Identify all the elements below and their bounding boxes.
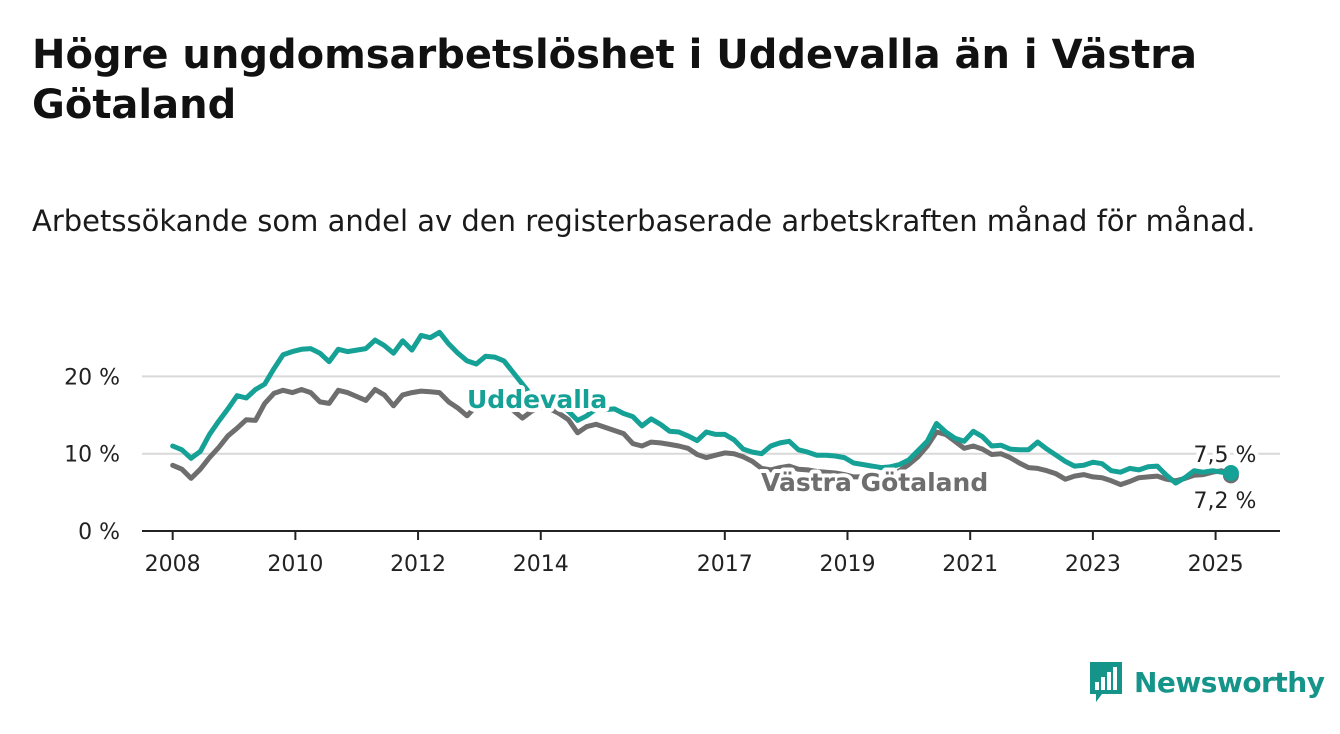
series-label-uddevalla: Uddevalla bbox=[467, 385, 607, 414]
y-axis-tick-labels: 0 % 10 % 20 % bbox=[64, 365, 120, 545]
y-tick-label: 20 % bbox=[64, 365, 120, 390]
x-tick-label: 2008 bbox=[145, 552, 201, 577]
series-lines bbox=[170, 329, 1239, 488]
brand-name: Newsworthy bbox=[1134, 665, 1325, 699]
brand-logo: Newsworthy bbox=[1088, 660, 1325, 704]
y-tick-label: 0 % bbox=[78, 520, 120, 545]
x-tick-label: 2021 bbox=[942, 552, 998, 577]
x-tick-label: 2012 bbox=[390, 552, 446, 577]
end-value-label-uddevalla: 7,5 % bbox=[1194, 443, 1257, 468]
series-label-vastra-gotaland: Västra Götaland bbox=[761, 468, 988, 497]
series-line-uddevalla bbox=[170, 329, 1234, 486]
page-title: Högre ungdomsarbetslöshet i Uddevalla än… bbox=[32, 32, 1197, 128]
bar-chart-speech-bubble-icon bbox=[1090, 662, 1122, 702]
x-tick-label: 2023 bbox=[1065, 552, 1121, 577]
end-value-label-vastra-gotaland: 7,2 % bbox=[1194, 489, 1257, 514]
x-tick-label: 2025 bbox=[1188, 552, 1244, 577]
x-tick-label: 2010 bbox=[267, 552, 323, 577]
x-tick-label: 2014 bbox=[513, 552, 569, 577]
series-line-västra-götaland bbox=[170, 387, 1234, 488]
y-tick-label: 10 % bbox=[64, 443, 120, 468]
gridlines bbox=[142, 375, 1280, 455]
series-end-marker bbox=[1222, 465, 1239, 482]
series-labels: Uddevalla Västra Götaland 7,5 % 7,2 % bbox=[463, 381, 1260, 518]
x-tick-label: 2019 bbox=[819, 552, 875, 577]
x-tick-label: 2017 bbox=[697, 552, 753, 577]
x-axis: 2008 2010 2012 2014 2017 2019 2021 2023 2025 bbox=[142, 530, 1280, 577]
chart-subtitle: Arbetssökande som andel av den registerb… bbox=[32, 204, 1256, 238]
